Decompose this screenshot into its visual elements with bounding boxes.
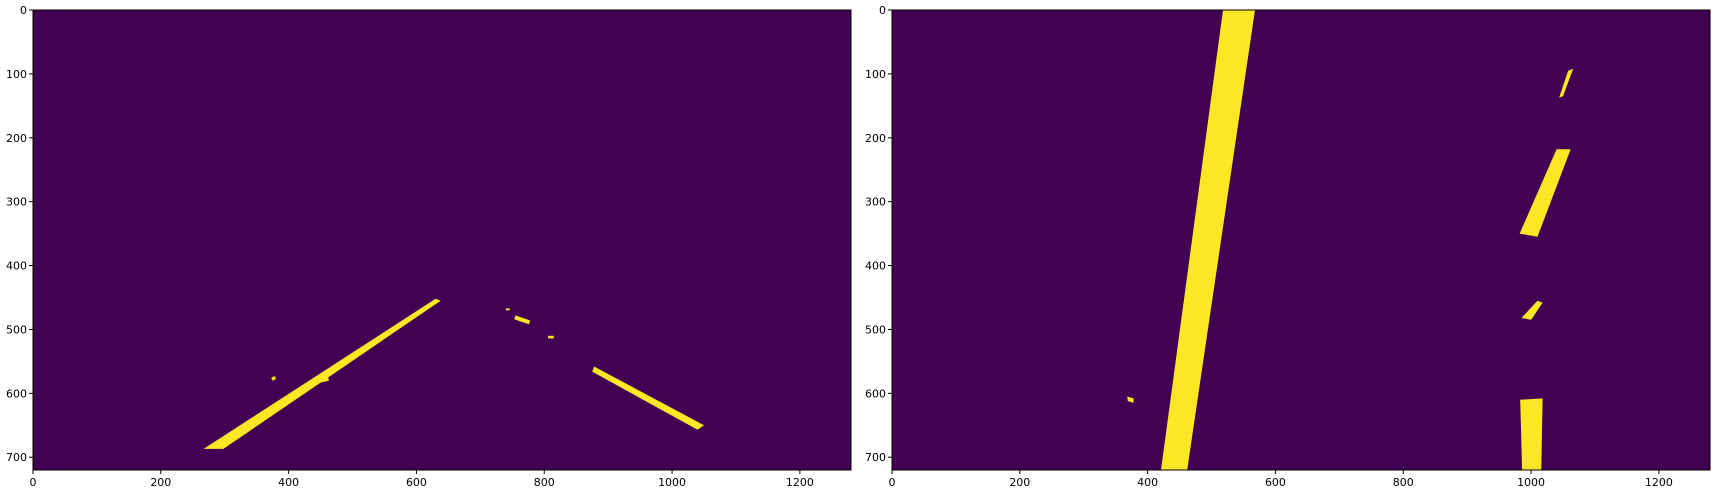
y-tick-label: 0 [20,4,27,17]
mask-region-left-lane-line [1161,10,1255,470]
y-tick-label: 600 [865,387,886,400]
x-tick-label: 200 [150,476,171,489]
axes-frame [891,9,1711,471]
mask-region-right-lane-line [592,366,704,430]
x-tick-label: 200 [1009,476,1030,489]
axes-frame [32,9,852,471]
mask-region-right-top-segment [1559,68,1574,98]
y-tick-label: 100 [865,68,886,81]
mask-region-right-small-segment [1521,300,1543,320]
x-tick-label: 1200 [786,476,814,489]
y-tick-label: 300 [865,196,886,209]
x-tick-label: 1000 [1517,476,1545,489]
mask-region-noise-2 [1182,398,1193,405]
x-tick-label: 400 [1137,476,1158,489]
mask-region-left-lane-line [203,298,441,449]
mask-region-right-bottom-segment [1520,398,1543,470]
x-tick-label: 0 [889,476,896,489]
y-tick-label: 600 [6,387,27,400]
image-background [892,10,1710,470]
mask-region-center-fragment [514,315,531,325]
y-tick-label: 400 [865,260,886,273]
mask-region-noise-4 [505,308,510,311]
y-tick-label: 0 [879,4,886,17]
mask-region-right-mid-segment [1519,149,1571,237]
y-tick-label: 200 [865,132,886,145]
x-tick-label: 0 [30,476,37,489]
y-tick-label: 700 [865,451,886,464]
y-tick-label: 200 [6,132,27,145]
x-tick-label: 600 [406,476,427,489]
mask-region-noise-3 [548,335,554,339]
x-tick-label: 1200 [1645,476,1673,489]
y-tick-label: 700 [6,451,27,464]
mask-region-noise-2 [320,377,329,383]
x-tick-label: 400 [278,476,299,489]
image-background [33,10,851,470]
plot-panel-right: 0 200 400 600 800 1000 1200 0 100 200 300 400 500 600… [865,4,1711,489]
mask-region-noise-1 [271,376,276,381]
mask-region-noise-1 [1127,396,1134,403]
y-tick-label: 500 [865,323,886,336]
x-tick-label: 600 [1265,476,1286,489]
x-tick-label: 800 [1393,476,1414,489]
y-tick-label: 300 [6,196,27,209]
y-tick-label: 400 [6,260,27,273]
y-tick-label: 100 [6,68,27,81]
x-tick-label: 1000 [658,476,686,489]
y-tick-label: 500 [6,323,27,336]
plot-panel-left: 0 200 400 600 800 1000 1200 0 100 200 300 400 500 600… [6,4,852,489]
x-tick-label: 800 [534,476,555,489]
